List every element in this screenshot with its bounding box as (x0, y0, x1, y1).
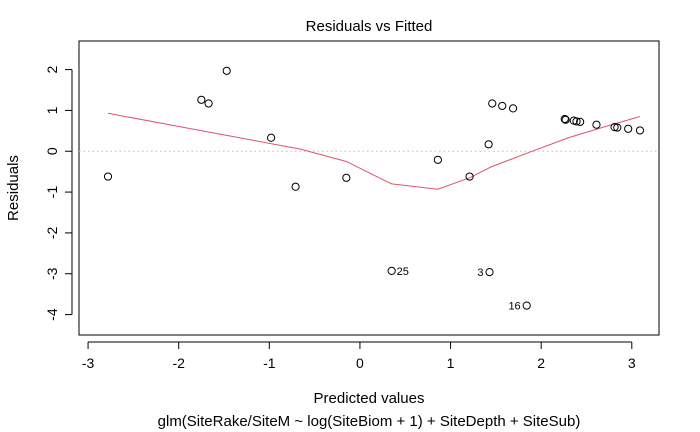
smooth-trend-line (107, 112, 641, 190)
data-point (204, 99, 213, 108)
chart-layer: -3 -2 -1 0 1 2 3 -4 -3 -2 -1 0 1 2 25 3 16 (44, 40, 660, 371)
y-tick-label: -3 (44, 267, 60, 280)
data-point (613, 123, 622, 132)
y-tick-label: 1 (44, 106, 60, 114)
x-tick-label: 0 (356, 355, 364, 371)
y-tick-label: 0 (44, 147, 60, 155)
data-point (342, 173, 351, 182)
data-point (624, 124, 633, 133)
data-point (561, 115, 570, 124)
data-point (433, 155, 442, 164)
y-tick-label: 2 (44, 65, 60, 73)
data-point (222, 66, 231, 75)
data-point (485, 268, 494, 277)
y-tick-label: -4 (44, 308, 60, 321)
data-point (488, 99, 497, 108)
x-tick-label: 1 (447, 355, 455, 371)
data-point (291, 182, 300, 191)
x-axis-label: Predicted values (314, 390, 425, 407)
data-point (508, 104, 518, 113)
data-point (484, 140, 493, 149)
plot-frame (78, 40, 660, 336)
y-tick-label: -1 (44, 186, 60, 199)
data-point (560, 114, 569, 124)
data-point (387, 266, 396, 275)
x-tick-label: -3 (82, 355, 95, 371)
chart-title: Residuals vs Fitted (306, 18, 433, 35)
y-axis-label: Residuals (5, 155, 22, 221)
data-point (465, 172, 474, 181)
data-point (522, 301, 531, 310)
x-tick-label: 3 (628, 355, 636, 371)
data-point (498, 101, 507, 111)
data-point (610, 123, 619, 132)
point-label: 25 (397, 266, 409, 278)
data-point (572, 117, 581, 126)
x-tick-label: -1 (263, 355, 276, 371)
data-point (576, 117, 585, 126)
y-tick-label: -2 (44, 226, 60, 239)
data-point (103, 172, 113, 181)
x-tick-label: -2 (172, 355, 185, 371)
point-label: 16 (508, 301, 520, 313)
model-formula-label: glm(SiteRake/SiteM ~ log(SiteBiom + 1) +… (158, 413, 581, 430)
data-point (635, 126, 645, 135)
data-point (197, 95, 206, 104)
point-label: 3 (477, 267, 483, 279)
x-tick-label: 2 (537, 355, 545, 371)
data-point (267, 133, 276, 142)
data-point (592, 120, 601, 129)
